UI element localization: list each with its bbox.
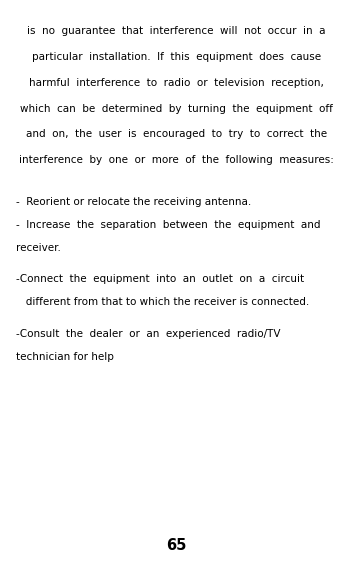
Text: -Consult  the  dealer  or  an  experienced  radio/TV: -Consult the dealer or an experienced ra… (16, 329, 280, 339)
Text: 65: 65 (166, 538, 187, 553)
Text: particular  installation.  If  this  equipment  does  cause: particular installation. If this equipme… (32, 52, 321, 62)
Text: -  Increase  the  separation  between  the  equipment  and: - Increase the separation between the eq… (16, 220, 321, 229)
Text: technician for help: technician for help (16, 352, 114, 362)
Text: receiver.: receiver. (16, 243, 61, 252)
Text: and  on,  the  user  is  encouraged  to  try  to  correct  the: and on, the user is encouraged to try to… (26, 129, 327, 139)
Text: harmful  interference  to  radio  or  television  reception,: harmful interference to radio or televis… (29, 78, 324, 87)
Text: interference  by  one  or  more  of  the  following  measures:: interference by one or more of the follo… (19, 155, 334, 165)
Text: is  no  guarantee  that  interference  will  not  occur  in  a: is no guarantee that interference will n… (27, 26, 326, 36)
Text: which  can  be  determined  by  turning  the  equipment  off: which can be determined by turning the e… (20, 104, 333, 113)
Text: -  Reorient or relocate the receiving antenna.: - Reorient or relocate the receiving ant… (16, 197, 251, 206)
Text: different from that to which the receiver is connected.: different from that to which the receive… (16, 297, 309, 307)
Text: -Connect  the  equipment  into  an  outlet  on  a  circuit: -Connect the equipment into an outlet on… (16, 274, 304, 284)
